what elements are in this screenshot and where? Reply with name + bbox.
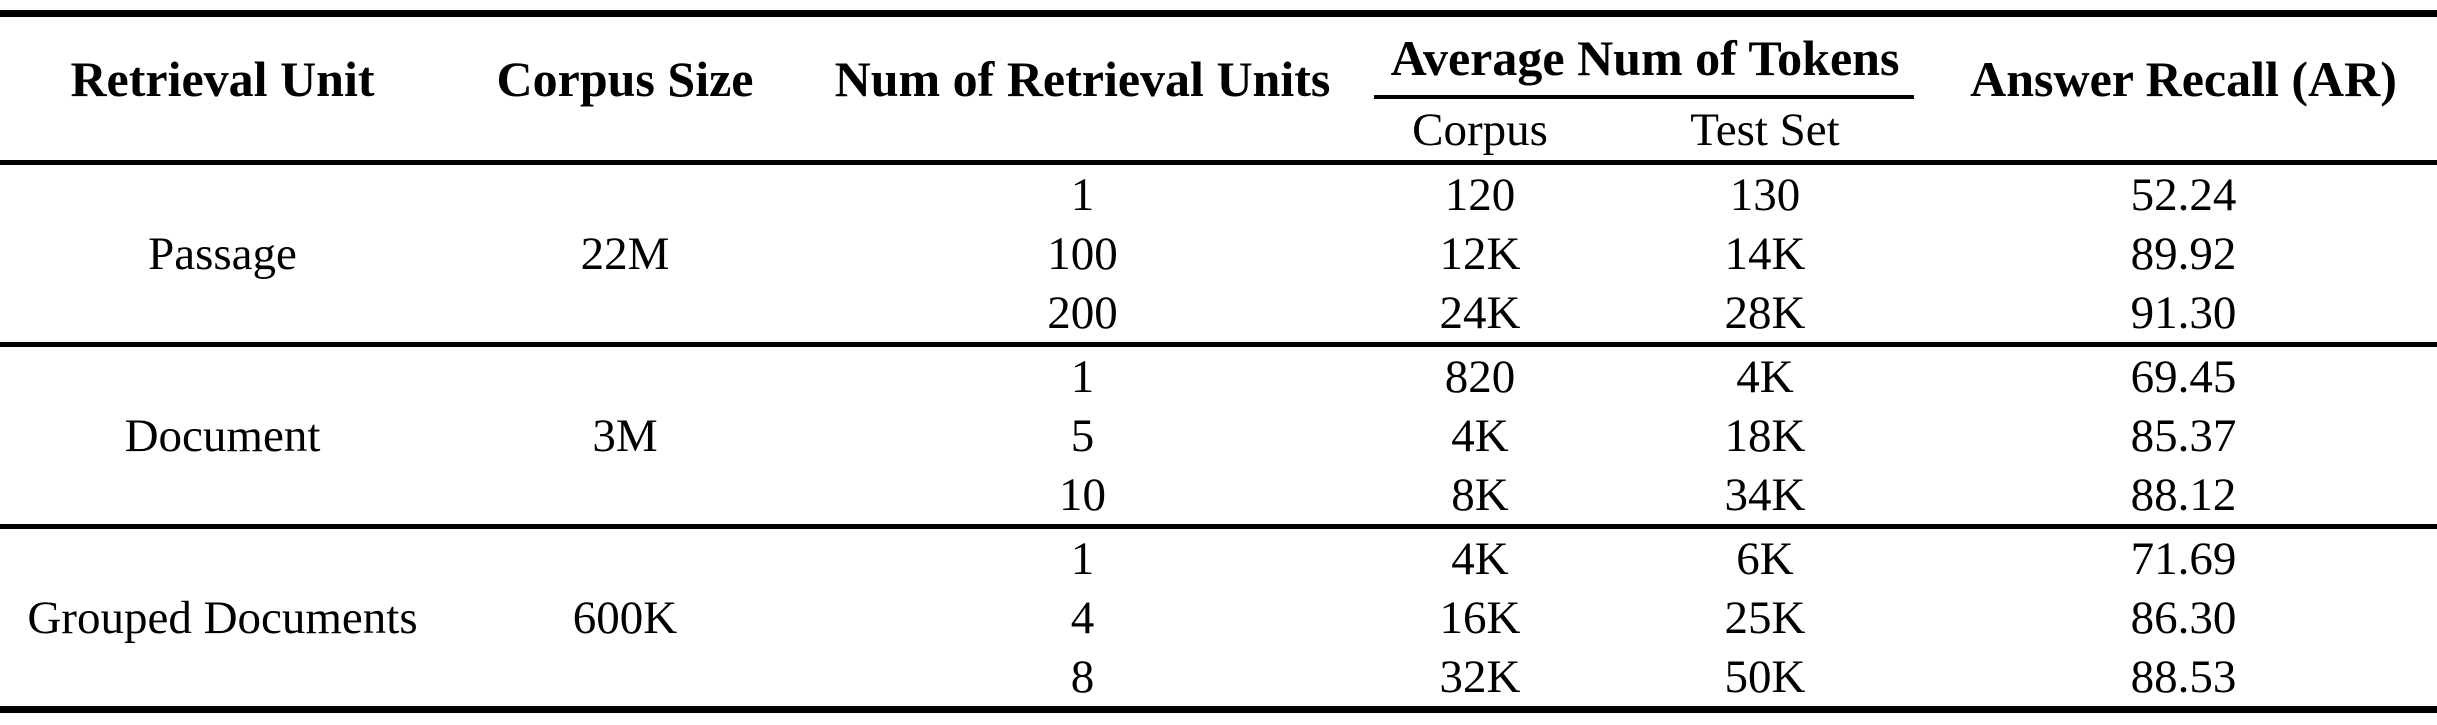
col-header-retrieval-unit: Retrieval Unit <box>70 50 375 107</box>
cell-test-set-tokens: 25K <box>1724 591 1806 644</box>
subheader-test-set: Test Set <box>1690 103 1840 156</box>
group-passage: Passage 22M 1 120 130 52.24 100 12K 14K … <box>0 162 2437 345</box>
cell-corpus-size-passage: 22M <box>580 227 670 280</box>
cell-corpus-tokens: 32K <box>1439 650 1521 703</box>
cell-answer-recall: 91.30 <box>2130 286 2237 339</box>
group-document: Document 3M 1 820 4K 69.45 5 4K 18K 85.3… <box>0 344 2437 527</box>
table-row: Passage 22M 1 120 130 52.24 <box>0 163 2437 280</box>
cell-num-units: 100 <box>1047 227 1118 280</box>
table-row: 5 4K 18K 85.37 <box>0 406 2437 465</box>
cell-answer-recall: 71.69 <box>2130 532 2237 585</box>
cell-answer-recall: 88.12 <box>2130 468 2237 521</box>
cell-num-units: 1 <box>1070 168 1095 221</box>
cell-num-units: 5 <box>1070 409 1095 462</box>
cell-corpus-tokens: 120 <box>1444 168 1516 221</box>
col-header-corpus-size: Corpus Size <box>496 50 754 107</box>
cell-answer-recall: 85.37 <box>2130 409 2237 462</box>
cell-test-set-tokens: 4K <box>1736 350 1794 403</box>
cell-corpus-tokens: 820 <box>1444 350 1516 403</box>
cell-corpus-size-grouped-documents: 600K <box>572 591 678 644</box>
retrieval-results-table: Retrieval Unit Corpus Size Num of Retrie… <box>0 10 2437 713</box>
col-header-num-retrieval-units: Num of Retrieval Units <box>834 50 1331 107</box>
cell-corpus-tokens: 4K <box>1451 532 1509 585</box>
cell-num-units: 200 <box>1047 286 1118 339</box>
col-header-avg-num-tokens: Average Num of Tokens <box>1360 14 1930 99</box>
table-row: Grouped Documents 600K 1 4K 6K 71.69 <box>0 527 2437 644</box>
cell-retrieval-unit-passage: Passage <box>148 227 297 280</box>
subheader-corpus: Corpus <box>1412 103 1548 156</box>
cell-test-set-tokens: 130 <box>1729 168 1801 221</box>
cell-num-units: 1 <box>1070 532 1095 585</box>
cell-corpus-tokens: 4K <box>1451 409 1509 462</box>
cell-corpus-tokens: 12K <box>1439 227 1521 280</box>
table-row: 200 24K 28K 91.30 <box>0 283 2437 345</box>
cell-answer-recall: 52.24 <box>2130 168 2237 221</box>
cell-test-set-tokens: 50K <box>1724 650 1806 703</box>
table-row: Document 3M 1 820 4K 69.45 <box>0 345 2437 462</box>
avg-num-tokens-label: Average Num of Tokens <box>1390 30 1900 86</box>
cell-corpus-tokens: 8K <box>1451 468 1509 521</box>
cell-num-units: 8 <box>1070 650 1095 703</box>
table-row: 10 8K 34K 88.12 <box>0 465 2437 527</box>
cell-num-units: 1 <box>1070 350 1095 403</box>
cell-answer-recall: 89.92 <box>2130 227 2237 280</box>
cell-test-set-tokens: 34K <box>1724 468 1806 521</box>
cell-test-set-tokens: 14K <box>1724 227 1806 280</box>
cell-test-set-tokens: 6K <box>1736 532 1794 585</box>
cell-num-units: 4 <box>1070 591 1095 644</box>
table-header: Retrieval Unit Corpus Size Num of Retrie… <box>0 14 2437 163</box>
cell-retrieval-unit-document: Document <box>124 409 321 462</box>
cell-answer-recall: 69.45 <box>2130 350 2237 403</box>
cell-answer-recall: 88.53 <box>2130 650 2237 703</box>
cell-answer-recall: 86.30 <box>2130 591 2237 644</box>
cell-num-units: 10 <box>1059 468 1106 521</box>
table-row: 8 32K 50K 88.53 <box>0 647 2437 710</box>
group-grouped-documents: Grouped Documents 600K 1 4K 6K 71.69 4 1… <box>0 526 2437 710</box>
cell-test-set-tokens: 28K <box>1724 286 1806 339</box>
cell-corpus-tokens: 24K <box>1439 286 1521 339</box>
cell-retrieval-unit-grouped-documents: Grouped Documents <box>27 591 418 644</box>
cell-corpus-tokens: 16K <box>1439 591 1521 644</box>
avg-num-tokens-underline-rule <box>1374 95 1915 99</box>
cell-corpus-size-document: 3M <box>592 409 658 462</box>
table-row: 4 16K 25K 86.30 <box>0 588 2437 647</box>
cell-test-set-tokens: 18K <box>1724 409 1806 462</box>
table-row: 100 12K 14K 89.92 <box>0 224 2437 283</box>
col-header-answer-recall: Answer Recall (AR) <box>1970 50 2397 107</box>
